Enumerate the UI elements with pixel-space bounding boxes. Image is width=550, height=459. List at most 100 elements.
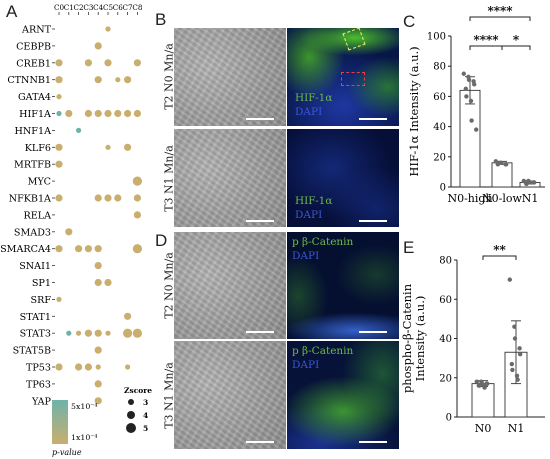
micrograph-d-brightfield-bottom: [174, 341, 286, 449]
data-point: [482, 385, 487, 390]
y-tick-label: 40: [439, 334, 452, 345]
dot: [124, 143, 132, 151]
data-point: [515, 377, 520, 382]
dot: [55, 363, 63, 371]
dot: [104, 278, 112, 287]
significance-label: ****: [473, 33, 499, 47]
bar-chart-c: 0 20 40 60 80 100 HIF-1α Intensity (a.u.) N0-hi…: [407, 4, 545, 205]
data-point: [472, 82, 477, 87]
bar: [459, 89, 481, 188]
scale-bar: [246, 220, 274, 222]
dapi-label: DAPI: [295, 106, 323, 118]
dot: [124, 76, 132, 84]
scale-bar: [246, 441, 274, 443]
dot: [65, 109, 73, 118]
cluster-label: C6: [113, 3, 123, 12]
dot: [124, 312, 132, 320]
gene-label: CEBPB: [16, 41, 51, 52]
y-tick-label: 80: [439, 256, 452, 267]
scale-bar: [359, 118, 387, 120]
dot: [75, 363, 83, 371]
dot: [84, 363, 92, 371]
data-point: [524, 181, 529, 187]
dot: [84, 329, 92, 337]
gene-label: SRF: [31, 295, 52, 306]
dot: [133, 194, 141, 202]
gene-label: HIF1A: [19, 109, 52, 120]
panel-b-letter: B: [155, 10, 167, 29]
data-point: [509, 361, 514, 367]
x-tick-label: N0-low: [482, 192, 522, 205]
significance-bracket: [482, 255, 517, 260]
x-tick-label: N1: [508, 422, 525, 435]
dot: [105, 26, 111, 32]
dot: [84, 109, 92, 118]
gene-label: STAT3: [20, 329, 51, 340]
dot: [66, 330, 72, 336]
y-axis-label: phospho-β-CateninIntensity (a.u.): [400, 283, 427, 393]
gene-label: STAT1: [20, 312, 51, 323]
marker-label: p β-Catenin: [292, 345, 354, 357]
dot: [104, 109, 112, 118]
significance-bracket: [469, 16, 531, 21]
gene-label: MRTFB: [14, 160, 51, 171]
dot: [132, 176, 142, 186]
dot: [76, 127, 82, 133]
data-point: [469, 118, 474, 123]
zscore-label: 3: [143, 398, 148, 407]
y-tick-label: 40: [433, 122, 446, 133]
data-point: [461, 71, 466, 76]
cluster-label: C4: [93, 3, 103, 12]
cluster-label: C0: [54, 3, 64, 12]
dot: [125, 364, 131, 370]
y-axis-label-line: Intensity (a.u.): [413, 296, 427, 382]
dapi-label: DAPI: [292, 359, 320, 371]
dot: [55, 245, 63, 253]
dot: [114, 194, 122, 202]
y-tick-label: 60: [433, 92, 446, 103]
gene-label: GATA4: [18, 92, 51, 103]
gene-label: YAP: [31, 396, 52, 407]
dapi-label: DAPI: [295, 209, 323, 221]
data-point: [507, 277, 512, 282]
data-point: [512, 336, 518, 341]
cluster-label: C8: [132, 3, 142, 12]
y-tick-label: 0: [440, 183, 446, 194]
micrograph-d-fluorescence-bottom: p β-Catenin DAPI: [287, 341, 399, 449]
dot: [55, 194, 63, 202]
dot: [56, 94, 62, 100]
marker-label: p β-Catenin: [292, 236, 354, 248]
dot: [94, 262, 102, 270]
dot: [133, 109, 141, 118]
dot: [94, 76, 102, 84]
data-point: [466, 77, 472, 82]
micrograph-d-brightfield-top: [174, 232, 286, 339]
micrograph-b-brightfield-top: [174, 28, 286, 126]
significance-bracket: [501, 45, 531, 50]
cluster-label: C7: [123, 3, 133, 12]
zscore-dot: [127, 411, 135, 419]
dot: [94, 109, 102, 118]
data-point: [532, 180, 537, 185]
dot: [132, 328, 142, 338]
dot: [115, 77, 121, 83]
dot: [76, 330, 82, 336]
gene-label: SP1: [32, 278, 51, 289]
dapi-label: DAPI: [292, 250, 320, 262]
gene-label: SNAI1: [19, 261, 51, 272]
data-point: [468, 98, 474, 104]
zscore-label: 4: [143, 411, 148, 420]
p-value-high-label: 5x10⁻⁴: [71, 402, 98, 411]
cluster-label: C2: [74, 3, 84, 12]
y-tick-label: 100: [427, 32, 446, 43]
dot: [94, 380, 102, 388]
gene-label: CTNNB1: [7, 75, 51, 86]
micrograph-d-fluorescence-top: p β-Catenin DAPI: [287, 232, 399, 339]
y-tick-label: 0: [446, 413, 452, 424]
dot: [132, 244, 142, 254]
x-tick-label: N1: [522, 192, 539, 205]
dot: [105, 330, 111, 336]
data-point: [477, 383, 482, 388]
cluster-label: C3: [83, 3, 93, 12]
zscore-dot: [126, 423, 136, 433]
